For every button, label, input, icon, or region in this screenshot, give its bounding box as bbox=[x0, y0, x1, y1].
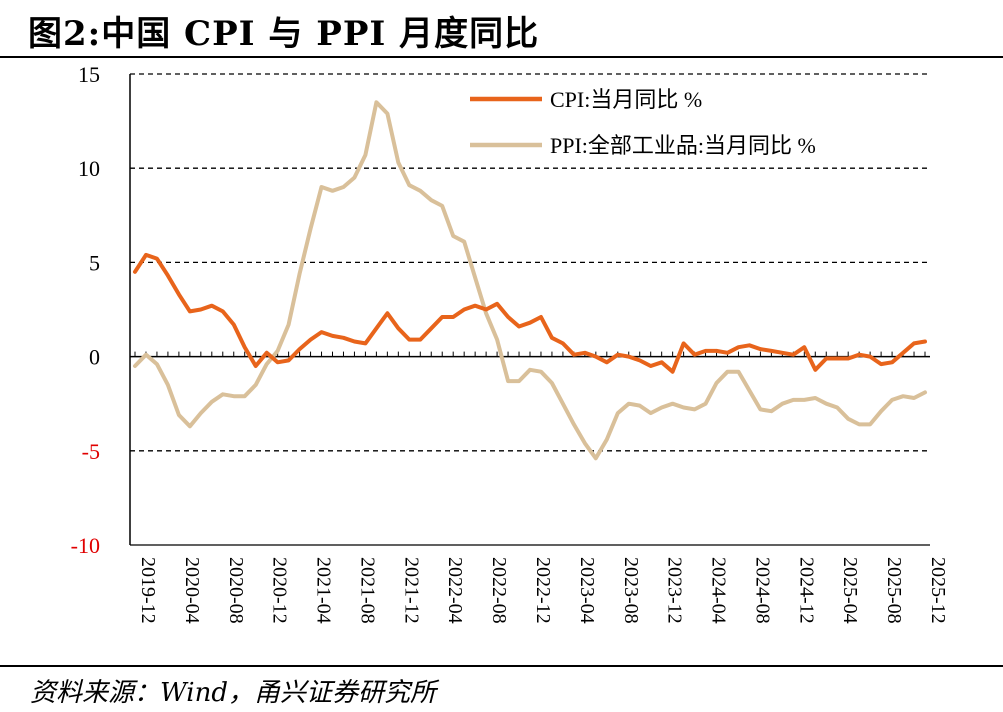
x-tick-label: 2020-12 bbox=[269, 557, 291, 624]
x-tick-label: 2022-08 bbox=[488, 557, 510, 624]
x-tick-label: 2024-08 bbox=[751, 557, 773, 624]
legend-label-ppi: PPI:全部工业品:当月同比 % bbox=[550, 133, 816, 158]
x-tick-label: 2024-04 bbox=[708, 557, 730, 624]
legend-label-cpi: CPI:当月同比 % bbox=[550, 87, 702, 112]
x-tick-label: 2021-12 bbox=[400, 557, 422, 624]
legend: CPI:当月同比 % PPI:全部工业品:当月同比 % bbox=[470, 87, 816, 158]
x-tick-label: 2022-04 bbox=[444, 557, 466, 624]
x-tick-label: 2022-12 bbox=[532, 557, 554, 624]
x-tick-label: 2021-08 bbox=[356, 557, 378, 624]
y-tick-label: 5 bbox=[89, 250, 100, 275]
title-rule bbox=[0, 56, 1003, 58]
y-tick-label: 0 bbox=[89, 345, 100, 370]
x-axis-ticks: 2019-12 2020-04 2020-08 2020-12 2021-04 2021-… bbox=[134, 351, 949, 624]
cpi-line bbox=[133, 252, 927, 374]
x-tick-label: 2024-12 bbox=[795, 557, 817, 624]
ppi-line bbox=[133, 100, 927, 461]
x-tick-label: 2025-12 bbox=[927, 557, 949, 624]
source-note: 资料来源：Wind，甬兴证券研究所 bbox=[30, 678, 436, 708]
y-tick-label: 10 bbox=[78, 156, 100, 181]
x-tick-label: 2023-04 bbox=[576, 557, 598, 624]
x-tick-label: 2020-08 bbox=[225, 557, 247, 624]
y-tick-label: -5 bbox=[82, 439, 100, 464]
y-axis-ticks: 15 10 5 0 -5 -10 bbox=[71, 62, 100, 558]
x-tick-label: 2025-04 bbox=[839, 557, 861, 624]
source-rule bbox=[0, 665, 1003, 667]
x-tick-label: 2020-04 bbox=[181, 557, 203, 624]
grid-lines bbox=[130, 73, 930, 452]
page-title: 图2:中国 CPI 与 PPI 月度同比 bbox=[28, 14, 540, 54]
y-tick-label: 15 bbox=[78, 62, 100, 87]
x-tick-label: 2023-08 bbox=[620, 557, 642, 624]
x-tick-label: 2021-04 bbox=[313, 557, 335, 624]
x-tick-label: 2025-08 bbox=[883, 557, 905, 624]
series-lines bbox=[133, 100, 927, 461]
x-tick-label: 2023-12 bbox=[664, 557, 686, 624]
x-tick-label: 2019-12 bbox=[137, 557, 159, 624]
y-tick-label: -10 bbox=[71, 533, 100, 558]
